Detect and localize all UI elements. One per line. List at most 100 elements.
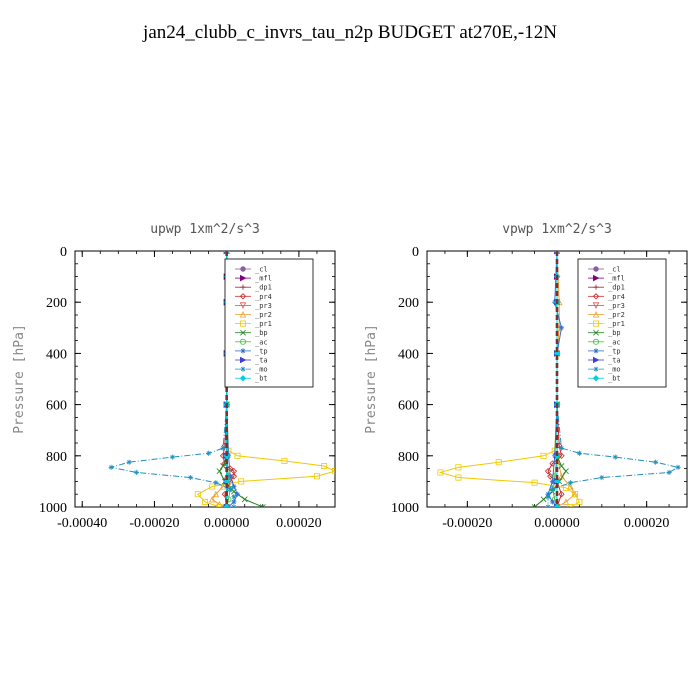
series-point_mo xyxy=(653,459,659,465)
series-point_mo xyxy=(567,480,574,486)
y-tick-label: 400 xyxy=(398,347,419,362)
legend-marker_tp xyxy=(240,348,246,354)
series-point_pr2 xyxy=(212,490,220,498)
series-point_bt xyxy=(553,503,561,507)
series-line_mo xyxy=(547,251,680,507)
legend-box xyxy=(577,258,667,388)
series-point_bp xyxy=(540,496,547,503)
series-point_pr1 xyxy=(567,503,574,507)
series-point_pr1 xyxy=(576,498,583,505)
x-tick-label: -0.00020 xyxy=(129,516,179,531)
series-point_mo xyxy=(549,486,556,492)
series-point_bp xyxy=(558,463,565,469)
legend-marker_bt xyxy=(592,375,600,382)
series-point_bp xyxy=(563,468,569,475)
legend-marker_tp xyxy=(593,348,599,354)
y-tick-label: 800 xyxy=(46,450,67,465)
legend-label_cl: _cl xyxy=(255,266,268,274)
series-point_pr1 xyxy=(234,452,241,459)
legend-label_ta: _ta xyxy=(608,357,621,365)
legend-marker_cl xyxy=(593,266,599,272)
legend: _cl_mfl_dp1_pr4_pr3_pr2_pr1_bp_ac_tp_ta_… xyxy=(577,258,667,388)
x-tick-label: 0.00020 xyxy=(276,516,322,531)
panel-title: vpwp 1xm^2/s^3 xyxy=(502,222,612,237)
series-layer xyxy=(437,251,681,507)
x-tick-label: -0.00040 xyxy=(57,516,107,531)
y-tick-label: 800 xyxy=(398,450,419,465)
series-point_mo xyxy=(545,504,551,507)
legend-marker_pr1 xyxy=(239,320,246,327)
legend-marker_cl xyxy=(240,266,246,272)
y-axis-label: Pressure [hPa] xyxy=(12,324,27,434)
series-point_pr1 xyxy=(455,464,462,471)
series-point_pr1 xyxy=(571,491,578,498)
series-point_tp xyxy=(231,499,237,505)
legend-marker_pr4 xyxy=(592,293,600,300)
legend-label_pr1: _pr1 xyxy=(608,320,625,328)
y-tick-label: 0 xyxy=(412,245,419,260)
legend-label_cl: _cl xyxy=(608,266,621,274)
series-line_bp xyxy=(534,251,567,507)
legend-label_bt: _bt xyxy=(255,375,268,383)
y-tick-label: 400 xyxy=(46,347,67,362)
series-point_pr4 xyxy=(544,467,552,475)
series-point_pr1 xyxy=(201,498,208,505)
series-point_mo xyxy=(599,474,605,481)
legend-label_ac: _ac xyxy=(608,338,621,346)
legend-marker_ac xyxy=(593,338,600,345)
series-point_pr2 xyxy=(562,498,570,505)
legend-label_tp: _tp xyxy=(255,347,268,355)
legend-marker_pr2 xyxy=(239,311,247,318)
legend-label_ac: _ac xyxy=(255,338,268,346)
series-point_pr1 xyxy=(331,468,335,475)
series-line_mo xyxy=(110,251,235,507)
series-point_pr2 xyxy=(208,495,216,503)
series-point_mo xyxy=(666,469,672,476)
series-point_mo xyxy=(612,454,618,460)
series-point_mo xyxy=(231,494,237,500)
series-point_mo xyxy=(187,474,194,481)
y-axis-label: Pressure [hPa] xyxy=(364,324,379,434)
y-tick-label: 200 xyxy=(46,296,67,311)
legend-marker_pr4 xyxy=(239,293,247,300)
legend-label_pr2: _pr2 xyxy=(608,311,625,319)
legend-label_mfl: _mfl xyxy=(608,275,625,283)
series-point_bp xyxy=(531,504,538,507)
series-point_pr1 xyxy=(531,479,538,486)
series-point_mo xyxy=(227,486,233,492)
series-point_pr1 xyxy=(437,469,444,476)
legend-marker_mfl xyxy=(593,274,600,282)
series-line_pr2 xyxy=(556,251,576,507)
series-point_bt xyxy=(223,503,230,507)
series-point_bp xyxy=(241,496,248,503)
series-point_pr1 xyxy=(495,459,502,466)
series-point_mo xyxy=(558,445,565,451)
legend-label_dp1: _dp1 xyxy=(608,284,625,292)
series-point_mo xyxy=(545,494,551,500)
series-point_pr1 xyxy=(455,474,462,481)
series-line_pr2 xyxy=(211,251,228,507)
legend-label_bt: _bt xyxy=(608,375,621,383)
series-point_pr1 xyxy=(281,457,288,464)
series-point_pr1 xyxy=(321,463,328,470)
legend-label_dp1: _dp1 xyxy=(255,284,272,292)
series-point_mo xyxy=(675,464,681,470)
legend-marker_ta xyxy=(239,356,247,364)
legend-marker_dp1 xyxy=(240,284,246,290)
legend-label_pr4: _pr4 xyxy=(608,293,625,301)
series-point_bp xyxy=(216,468,223,475)
series-point_bp xyxy=(220,463,226,469)
series-point_mo xyxy=(169,454,176,460)
x-tick-label: 0.00020 xyxy=(624,516,670,531)
legend-box xyxy=(224,258,314,388)
y-tick-label: 0 xyxy=(60,245,67,260)
series-point_pr1 xyxy=(562,484,569,491)
y-tick-label: 1000 xyxy=(39,501,67,516)
legend-marker_dp1 xyxy=(593,284,599,290)
legend-label_pr3: _pr3 xyxy=(255,302,272,310)
legend-label_ta: _ta xyxy=(255,357,268,365)
main-title: jan24_clubb_c_invrs_tau_n2p BUDGET at270… xyxy=(143,22,557,43)
legend-label_bp: _bp xyxy=(255,329,268,337)
panel-vpwp: vpwp 1xm^2/s^3 Pressure [hPa] 0 200 400 600 80… xyxy=(364,222,688,531)
series-point_bp xyxy=(259,504,266,507)
